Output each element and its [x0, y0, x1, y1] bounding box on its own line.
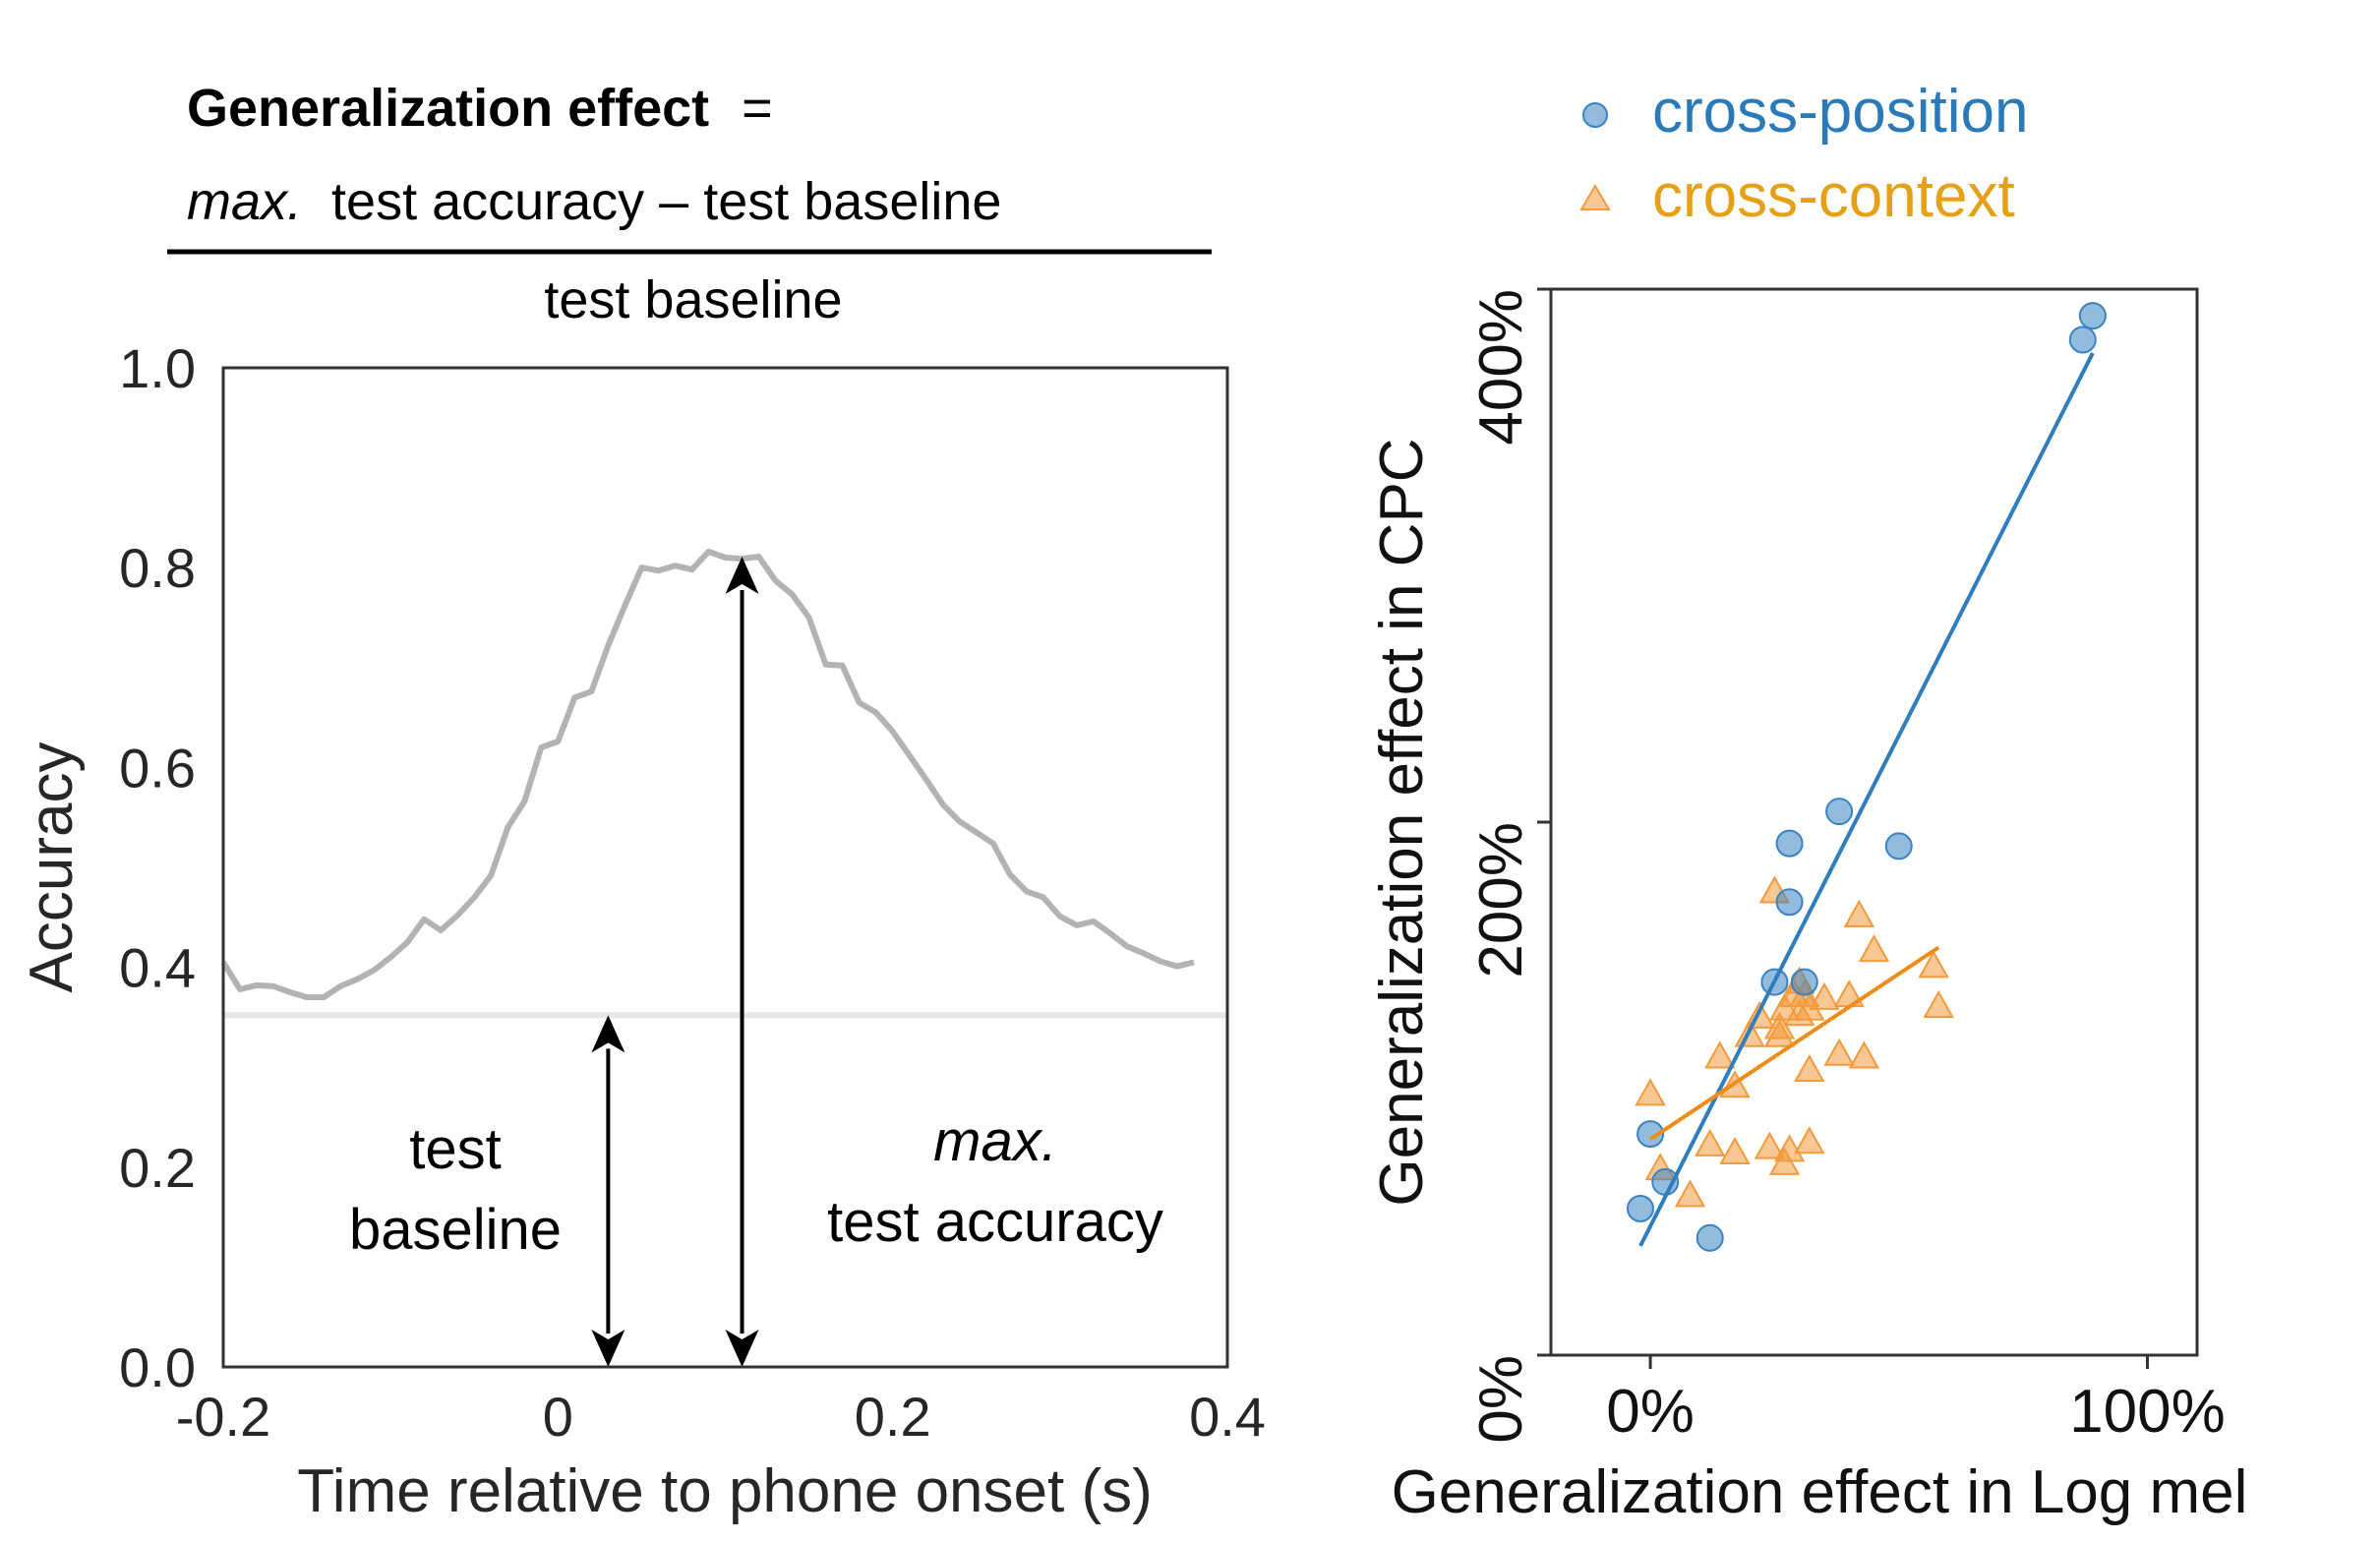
cross-position-point [1790, 968, 1818, 996]
legend-cross-position-marker [1582, 102, 1608, 128]
right-x-axis-ticks: 0% 100% [1606, 1355, 2226, 1446]
left-y-axis-ticks: 0.0 0.2 0.4 0.6 0.8 1.0 [119, 337, 196, 1398]
cross-context-point [1843, 899, 1875, 927]
svg-text:Generalization effect =: Generalization effect = [187, 79, 773, 138]
cross-position-point [1696, 1223, 1724, 1252]
left-y-tick-label: 0.2 [119, 1137, 196, 1199]
left-x-axis-ticks: -0.2 0 0.2 0.4 [176, 1386, 1266, 1448]
left-x-axis-label: Time relative to phone onset (s) [297, 1457, 1153, 1525]
left-x-tick-label: 0.4 [1189, 1386, 1266, 1448]
cross-context-point [1754, 1131, 1786, 1159]
cross-context-point [1719, 1136, 1751, 1165]
accuracy-line-chart: 0.0 0.2 0.4 0.6 0.8 1.0 -0.2 0 0.2 0.4 test base… [18, 337, 1266, 1525]
cross-context-point [1848, 1040, 1880, 1069]
cross-context-point [1794, 1126, 1825, 1155]
cross-context-point [1635, 1078, 1666, 1106]
cross-context-point [1918, 950, 1949, 979]
baseline-label-line2: baseline [349, 1198, 562, 1262]
svg-text:max. test accuracy – te: max. test accuracy – test baseline [187, 172, 1001, 231]
right-x-tick-label: 100% [2069, 1378, 2226, 1446]
cross-position-point [2078, 302, 2107, 330]
cross-position-point [1825, 798, 1854, 826]
right-y-tick-label: 0% [1467, 1355, 1535, 1444]
scatter-points [1626, 302, 2107, 1252]
max-arrow-head-bottom [725, 1330, 759, 1367]
left-y-tick-label: 0.8 [119, 537, 196, 599]
cross-position-point [2068, 326, 2097, 354]
cross-position-point [1775, 888, 1804, 917]
max-label-text: test accuracy [827, 1190, 1163, 1254]
cross-context-point [1768, 1147, 1801, 1175]
max-label-italic: max. [933, 1109, 1057, 1173]
right-x-axis-label: Generalization effect in Log mel [1392, 1458, 2248, 1526]
cross-position-point [1636, 1120, 1665, 1149]
right-x-tick-label: 0% [1606, 1378, 1695, 1446]
cross-position-fit-line [1638, 352, 2095, 1247]
left-y-tick-label: 0.6 [119, 737, 196, 799]
left-x-tick-label: 0 [543, 1386, 573, 1448]
cross-context-fit-line [1648, 945, 1940, 1142]
left-x-tick-label: 0.2 [855, 1386, 931, 1448]
accuracy-series-line [220, 548, 1195, 1001]
legend-cross-context-marker [1579, 184, 1611, 210]
right-y-axis-ticks: 0% 200% 400% [1467, 287, 1551, 1444]
baseline-arrow-head-bottom [591, 1330, 625, 1367]
left-y-axis-label: Accuracy [18, 742, 86, 993]
formula: Generalization effect = max. test accura… [167, 79, 1212, 329]
right-y-tick-label: 200% [1467, 822, 1535, 979]
formula-numerator-italic: max. [187, 172, 302, 231]
cross-context-point [1858, 934, 1890, 963]
generalization-scatter-chart: cross-position cross-context 0%200%400% … [1368, 78, 2247, 1526]
left-plot-frame [221, 366, 1229, 1369]
formula-numerator-rest: test accuracy – test baseline [317, 172, 1001, 231]
left-y-tick-label: 1.0 [119, 337, 196, 399]
cross-context-point [1773, 1134, 1806, 1162]
formula-bold-term: Generalization effect [187, 79, 709, 138]
right-plot-frame [1549, 287, 2199, 1357]
cross-position-point [1884, 832, 1913, 860]
cross-position-point [1775, 829, 1804, 858]
left-x-tick-label: -0.2 [176, 1386, 271, 1448]
cross-context-point [1704, 1040, 1736, 1069]
left-y-tick-label: 0.0 [119, 1336, 196, 1398]
cross-context-point [1674, 1179, 1706, 1208]
formula-equals: = [742, 79, 773, 138]
cross-context-point [1809, 981, 1840, 1010]
legend-cross-position-label: cross-position [1652, 78, 2028, 146]
max-arrow-head-top [725, 557, 759, 595]
right-y-axis-label: Generalization effect in CPC [1368, 438, 1436, 1206]
cross-context-point [1763, 1011, 1796, 1039]
cross-context-point [1695, 1128, 1726, 1156]
baseline-arrow-head-top [591, 1015, 625, 1053]
legend: cross-position cross-context [1579, 78, 2028, 230]
cross-position-point [1626, 1194, 1654, 1222]
left-y-tick-label: 0.4 [119, 937, 196, 999]
right-y-tick-label: 400% [1467, 289, 1535, 445]
formula-denominator: test baseline [544, 270, 842, 329]
legend-cross-context-label: cross-context [1652, 162, 2015, 230]
baseline-label-line1: test [409, 1117, 502, 1181]
cross-context-point [1823, 1038, 1855, 1066]
cross-context-point [1923, 989, 1954, 1018]
cross-context-point [1794, 1053, 1825, 1083]
